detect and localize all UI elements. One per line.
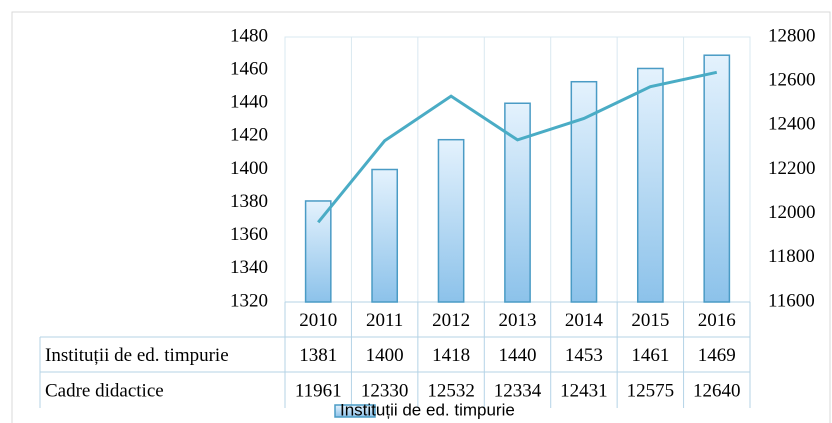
table-cell: 1469 — [698, 345, 736, 366]
x-tick-label: 2010 — [299, 310, 337, 331]
y-tick-label: 1480 — [230, 25, 268, 46]
legend-label: Instituții de ed. timpurie — [340, 400, 515, 419]
table-cell: 1418 — [432, 345, 470, 366]
table-cell: 12334 — [494, 380, 542, 401]
table-cell: 12330 — [361, 380, 409, 401]
table-cell: 12575 — [627, 380, 675, 401]
y-tick-label: 1360 — [230, 224, 268, 245]
x-tick-label: 2016 — [698, 310, 736, 331]
table-cell: 1381 — [299, 345, 337, 366]
y-tick-label: 1420 — [230, 125, 268, 146]
y-tick-label: 1340 — [230, 257, 268, 278]
bar — [304, 200, 332, 303]
x-tick-label: 2011 — [366, 310, 403, 331]
x-tick-label: 2015 — [631, 310, 669, 331]
y-tick-label: 1380 — [230, 191, 268, 212]
row-label: Instituții de ed. timpurie — [45, 345, 229, 366]
bar — [504, 102, 531, 303]
table-cell: 1453 — [565, 345, 603, 366]
frame — [11, 11, 831, 423]
y2-tick-label: 12600 — [768, 70, 816, 91]
x-tick-label: 2013 — [499, 310, 537, 331]
y-tick-label: 1400 — [230, 158, 268, 179]
table-cell: 11961 — [295, 380, 342, 401]
bar — [703, 54, 731, 303]
y2-tick-label: 12400 — [768, 114, 816, 135]
y-tick-label: 1460 — [230, 58, 268, 79]
table-cell: 12640 — [693, 380, 741, 401]
bar — [371, 168, 399, 303]
table-cell: 12532 — [427, 380, 475, 401]
bar — [636, 67, 664, 303]
y2-tick-label: 12000 — [768, 202, 816, 223]
table-cell: 1400 — [366, 345, 404, 366]
table-cell: 1461 — [631, 345, 669, 366]
bar — [437, 138, 465, 303]
y2-tick-label: 12200 — [768, 158, 816, 179]
legend-swatch — [334, 404, 376, 418]
table-cell: 12431 — [560, 380, 608, 401]
table-cell: 1440 — [499, 345, 537, 366]
bar — [570, 80, 598, 303]
x-tick-label: 2012 — [432, 310, 470, 331]
row-label: Cadre didactice — [45, 380, 164, 401]
y-tick-label: 1440 — [230, 92, 268, 113]
y2-tick-label: 11600 — [768, 290, 815, 311]
x-tick-label: 2014 — [565, 310, 604, 331]
y-tick-label: 1320 — [230, 290, 268, 311]
y2-tick-label: 11800 — [768, 246, 815, 267]
y2-tick-label: 12800 — [768, 25, 816, 46]
line — [317, 70, 718, 224]
